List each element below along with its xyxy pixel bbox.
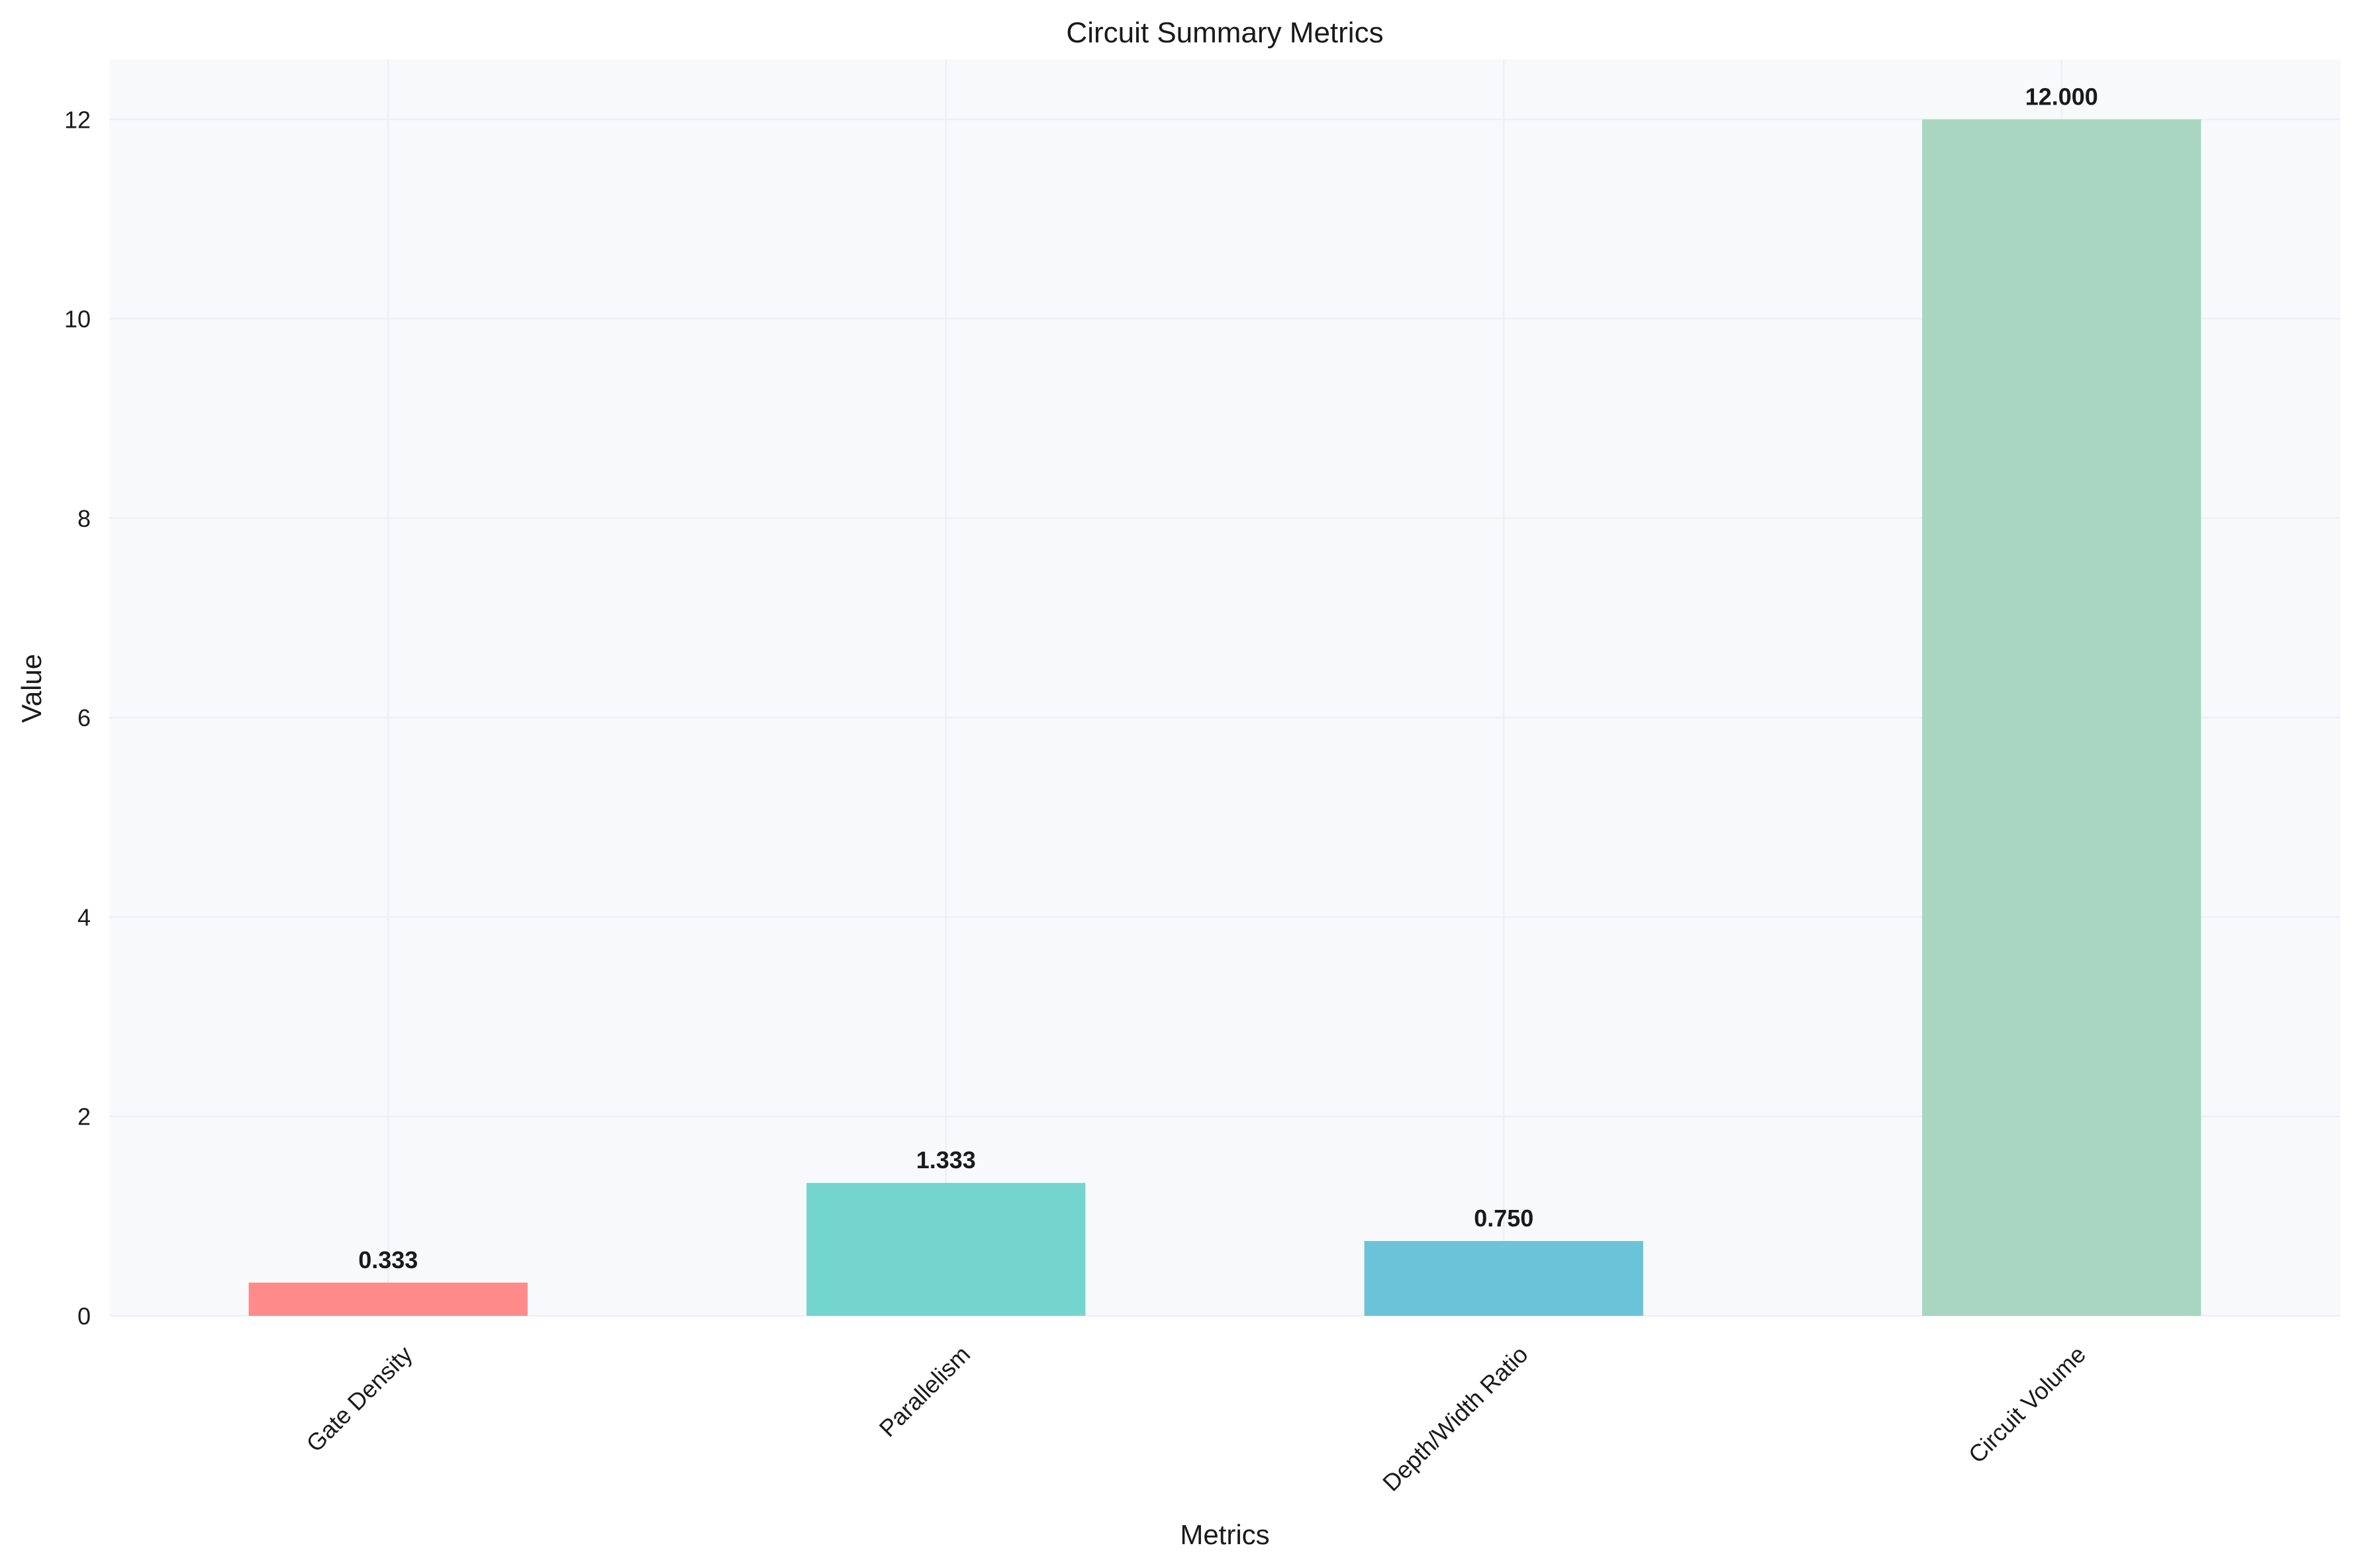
bar-value-label: 12.000 xyxy=(2025,83,2098,110)
y-tick-label: 10 xyxy=(64,306,91,333)
bar-parallelism xyxy=(806,1183,1086,1316)
bars xyxy=(248,119,2201,1316)
bar-circuit-volume xyxy=(1922,119,2201,1316)
bar-depth-width-ratio xyxy=(1364,1241,1643,1316)
y-axis-ticks: 0 2 4 6 8 10 12 xyxy=(64,106,91,1330)
x-tick-label: Circuit Volume xyxy=(1963,1340,2091,1468)
bar-gate-density xyxy=(248,1282,528,1316)
x-axis-ticks: Gate Density Parallelism Depth/Width Ratio… xyxy=(301,1340,2091,1497)
y-tick-label: 8 xyxy=(77,505,91,532)
x-axis-label: Metrics xyxy=(1180,1519,1269,1550)
chart-title: Circuit Summary Metrics xyxy=(1066,17,1383,49)
y-tick-label: 2 xyxy=(77,1103,91,1130)
x-tick-label: Depth/Width Ratio xyxy=(1377,1340,1533,1497)
x-tick-label: Parallelism xyxy=(874,1340,975,1442)
y-tick-label: 6 xyxy=(77,704,91,731)
bar-value-label: 0.750 xyxy=(1474,1205,1533,1232)
y-tick-label: 4 xyxy=(77,903,91,931)
x-tick-label: Gate Density xyxy=(301,1340,417,1457)
bar-value-label: 1.333 xyxy=(916,1146,976,1174)
bar-value-label: 0.333 xyxy=(358,1246,418,1273)
y-tick-label: 12 xyxy=(64,106,91,133)
value-labels: 0.333 1.333 0.750 12.000 xyxy=(358,83,2098,1273)
y-axis-label: Value xyxy=(16,654,47,723)
y-tick-label: 0 xyxy=(77,1303,91,1330)
